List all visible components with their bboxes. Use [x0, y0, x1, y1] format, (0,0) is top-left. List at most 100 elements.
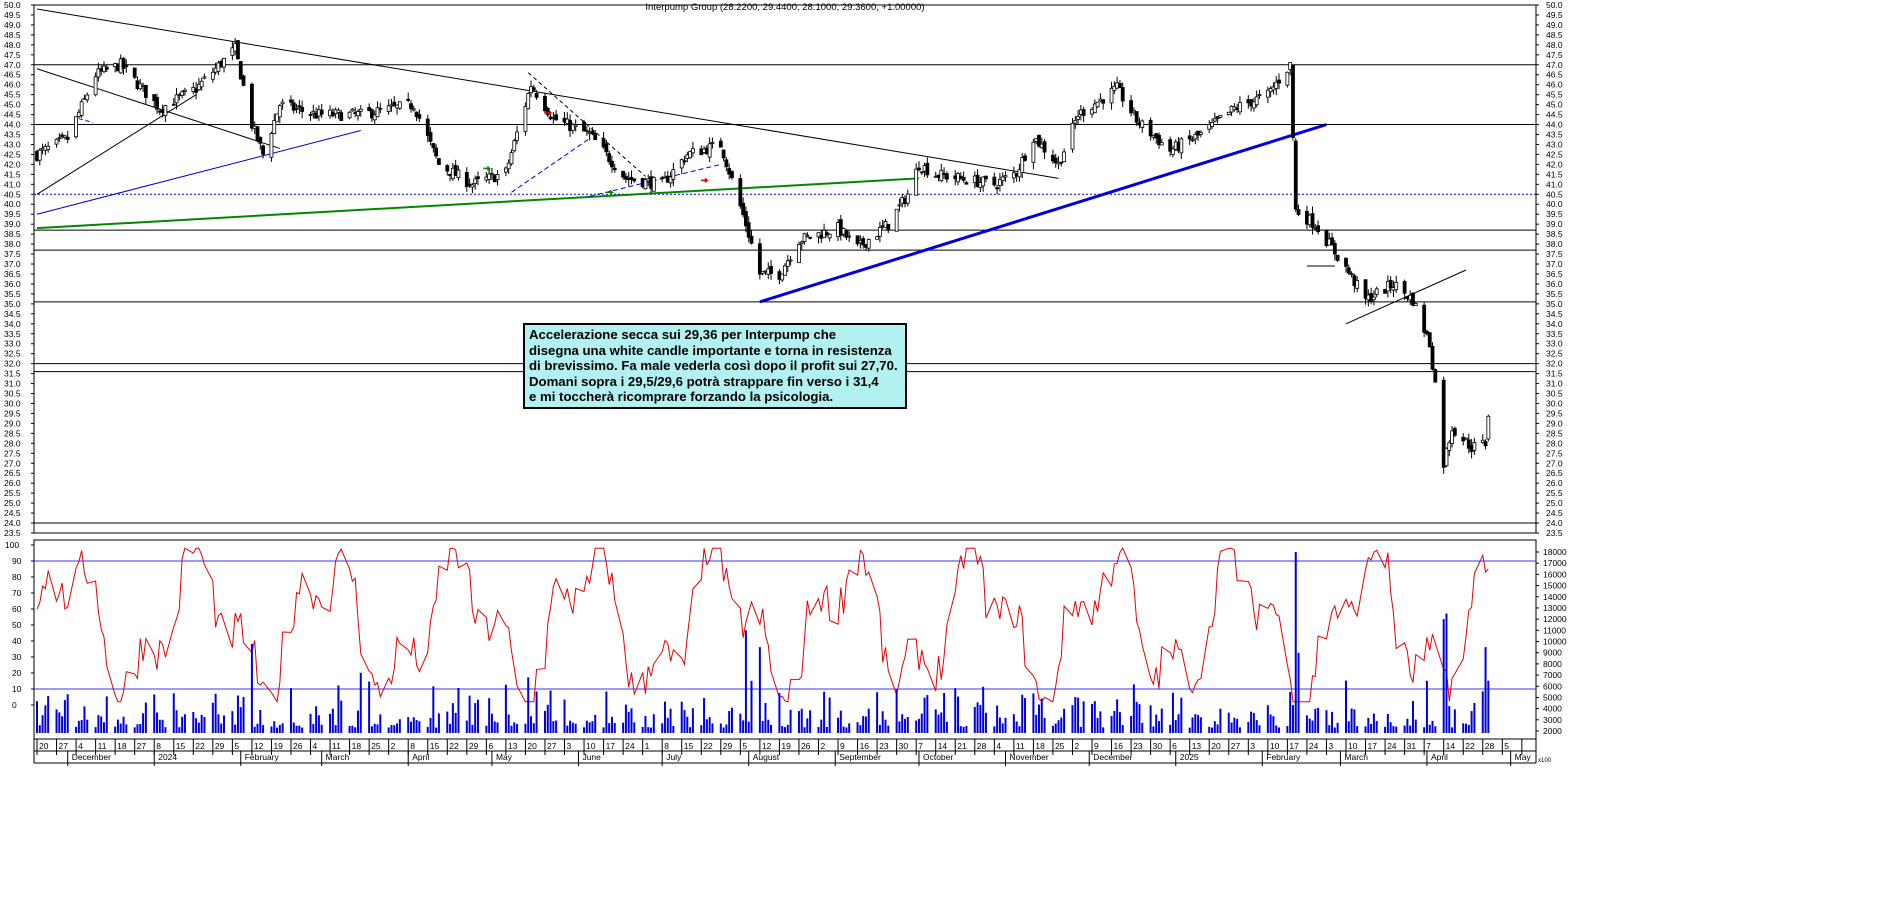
price-candle [1413, 302, 1418, 307]
y-tick-label: 39.5 [4, 209, 21, 219]
candle-body [378, 107, 383, 110]
price-candle [534, 90, 539, 100]
x-tick-label: 30 [1153, 741, 1163, 751]
x-tick-label: 19 [781, 741, 791, 751]
price-candle [785, 255, 790, 273]
signal-marker [544, 110, 553, 116]
y-tick-label: 24.0 [4, 518, 21, 528]
month-label: April [1431, 752, 1448, 762]
candle-body [367, 107, 372, 111]
price-candle [1411, 291, 1415, 307]
month-label: December [72, 752, 111, 762]
candle-body [679, 159, 684, 169]
candle-body [805, 234, 810, 237]
price-candle [277, 104, 282, 124]
candle-body [1394, 282, 1399, 291]
y-tick-label: 46.5 [1546, 70, 1563, 80]
y-tick-label: 36.5 [4, 269, 21, 279]
candle-body [573, 124, 578, 128]
candle-body [238, 61, 243, 80]
candle-body [1349, 273, 1354, 276]
candle-body [894, 208, 899, 232]
y-tick-label: 39.0 [1546, 219, 1563, 229]
price-candle [1095, 101, 1100, 109]
price-candle [1129, 95, 1133, 117]
annotation-line: di brevissimo. Fa male vederla così dopo… [529, 358, 898, 374]
price-candle [1168, 136, 1173, 157]
x-tick-label: 3 [1328, 741, 1333, 751]
candle-body [1346, 267, 1351, 274]
y-tick-label: 36.5 [1546, 269, 1563, 279]
candle-body [992, 176, 997, 186]
price-candle [79, 99, 84, 118]
price-candle [799, 240, 804, 251]
y-tick-label: 35.5 [1546, 289, 1563, 299]
candle-body [1277, 79, 1281, 84]
x-tick-label: 4 [313, 741, 318, 751]
candle-body [1274, 81, 1279, 89]
price-candle [1187, 130, 1192, 146]
candle-body [1095, 101, 1100, 108]
y-tick-label: 44.0 [1546, 120, 1563, 130]
price-candle [397, 101, 402, 111]
candle-body [877, 227, 882, 237]
price-candle [46, 141, 51, 153]
price-candle [1274, 76, 1279, 96]
y-tick-label: 29.5 [4, 408, 21, 418]
x-tick-label: 27 [1231, 741, 1241, 751]
price-candle [1148, 117, 1153, 141]
y-tick-label: 6000 [1543, 681, 1562, 691]
candle-body [291, 102, 296, 111]
y-tick-label: 34.5 [4, 309, 21, 319]
candle-body [939, 169, 944, 182]
candle-body [319, 109, 324, 115]
x-tick-label: 15 [430, 741, 440, 751]
y-tick-label: 41.5 [1546, 169, 1563, 179]
price-candle [964, 180, 969, 185]
price-candle [710, 137, 715, 149]
candle-body [241, 75, 246, 86]
candle-body [844, 229, 849, 238]
y-tick-label: 50.0 [4, 0, 21, 10]
price-candle [1023, 153, 1027, 162]
y-tick-label: 33.0 [1546, 339, 1563, 349]
y-tick-label: 46.0 [1546, 80, 1563, 90]
price-candle [838, 214, 843, 241]
y-tick-label: 32.5 [1546, 349, 1563, 359]
x-tick-label: 7 [1426, 741, 1431, 751]
price-candle [1430, 342, 1435, 371]
x-tick-label: 29 [723, 741, 733, 751]
candle-body [1059, 161, 1064, 164]
candle-body [1335, 254, 1340, 261]
price-candle [607, 150, 612, 165]
price-candle [707, 137, 712, 163]
x-tick-label: 24 [1309, 741, 1319, 751]
trend-line [36, 94, 197, 195]
month-label: 2024 [158, 752, 177, 762]
candle-body [370, 109, 374, 119]
y-tick-label: 40 [12, 636, 22, 646]
candle-body [1190, 139, 1195, 142]
candle-body [180, 91, 185, 96]
candle-body [358, 108, 363, 112]
y-tick-label: 14000 [1543, 592, 1567, 602]
candle-body [356, 111, 360, 117]
price-candle [961, 171, 966, 183]
month-label: October [923, 752, 953, 762]
candle-body [783, 265, 787, 276]
candle-body [621, 170, 626, 178]
y-tick-label: 27.5 [1546, 448, 1563, 458]
y-tick-label: 33.5 [4, 329, 21, 339]
candle-body [1374, 288, 1379, 295]
candle-body [1134, 111, 1139, 123]
price-candle [319, 103, 324, 119]
candle-body [925, 162, 930, 176]
candle-body [1023, 155, 1027, 161]
candle-body [143, 84, 148, 98]
candle-body [1037, 134, 1041, 147]
candle-body [347, 111, 352, 119]
price-candle [844, 229, 849, 241]
price-candle [297, 99, 302, 115]
price-candle [57, 133, 62, 142]
candle-body [1226, 111, 1231, 116]
